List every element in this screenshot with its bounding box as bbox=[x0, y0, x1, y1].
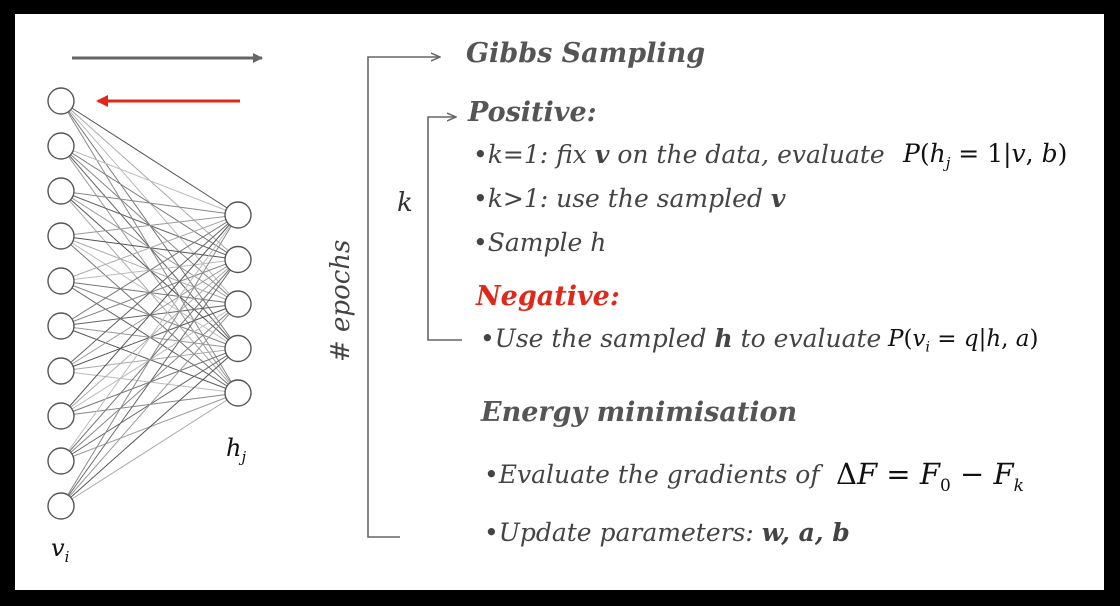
gibbs-sampling-title: Gibbs Sampling bbox=[466, 38, 706, 69]
hidden-unit-label: hj bbox=[226, 434, 247, 466]
positive-k1-formula: P(hj = 1|v, b) bbox=[903, 139, 1068, 172]
visible-node bbox=[47, 87, 75, 115]
visible-node bbox=[47, 402, 75, 430]
connection-edge bbox=[60, 214, 239, 372]
connection-edge bbox=[60, 214, 239, 282]
visible-node bbox=[47, 492, 75, 520]
hidden-node bbox=[224, 379, 252, 407]
visible-node bbox=[47, 267, 75, 295]
energy-item-update: •Update parameters: w, a, b bbox=[484, 518, 850, 547]
negative-formula: P(vi = q|h, a) bbox=[888, 326, 1039, 356]
bullet: • bbox=[484, 460, 499, 489]
negative-item: •Use the sampled h to evaluate bbox=[480, 324, 882, 353]
hidden-node bbox=[224, 245, 252, 274]
positive-item-k1: •k=1: fix v on the data, evaluate bbox=[473, 140, 885, 169]
connection-edge bbox=[60, 303, 239, 507]
bullet: • bbox=[484, 518, 499, 547]
epochs-label: # epochs bbox=[326, 239, 356, 362]
energy-title: Energy minimisation bbox=[481, 397, 798, 428]
k-bracket bbox=[427, 117, 462, 341]
visible-node bbox=[47, 357, 75, 385]
visible-node bbox=[47, 312, 75, 340]
visible-node bbox=[47, 132, 75, 160]
connection-edge bbox=[60, 145, 239, 216]
connection-edge bbox=[60, 214, 239, 237]
visible-layer bbox=[47, 87, 75, 520]
hidden-node bbox=[224, 334, 252, 363]
bullet: • bbox=[473, 140, 488, 169]
positive-title: Positive: bbox=[468, 97, 597, 128]
epochs-bracket bbox=[367, 57, 440, 538]
k-label: k bbox=[397, 188, 413, 218]
connection-edge bbox=[60, 214, 239, 417]
connection-edge bbox=[60, 348, 239, 507]
bullet: • bbox=[473, 228, 488, 257]
network-edges bbox=[60, 100, 239, 507]
hidden-layer bbox=[224, 201, 252, 407]
energy-item-gradients: •Evaluate the gradients of bbox=[484, 460, 820, 489]
positive-item-sample: •Sample h bbox=[473, 228, 607, 257]
bullet: • bbox=[473, 184, 488, 213]
connection-edge bbox=[60, 214, 239, 462]
negative-title: Negative: bbox=[476, 281, 620, 312]
visible-node bbox=[47, 447, 75, 475]
energy-gradients-formula: ΔF = F0 − Fk bbox=[836, 457, 1024, 496]
hidden-node bbox=[224, 290, 252, 318]
visible-node bbox=[47, 177, 75, 205]
connection-edge bbox=[60, 392, 239, 507]
bullet: • bbox=[480, 324, 495, 353]
visible-node bbox=[47, 222, 75, 250]
positive-item-kgt1: •k>1: use the sampled v bbox=[473, 184, 786, 213]
connection-edge bbox=[60, 214, 239, 507]
connection-edge bbox=[60, 190, 239, 216]
connection-edge bbox=[60, 100, 239, 216]
diagram-panel bbox=[15, 14, 1104, 590]
connection-edge bbox=[60, 259, 239, 507]
hidden-node bbox=[224, 201, 252, 229]
connection-edge bbox=[60, 214, 239, 327]
visible-unit-label: vi bbox=[51, 534, 70, 566]
